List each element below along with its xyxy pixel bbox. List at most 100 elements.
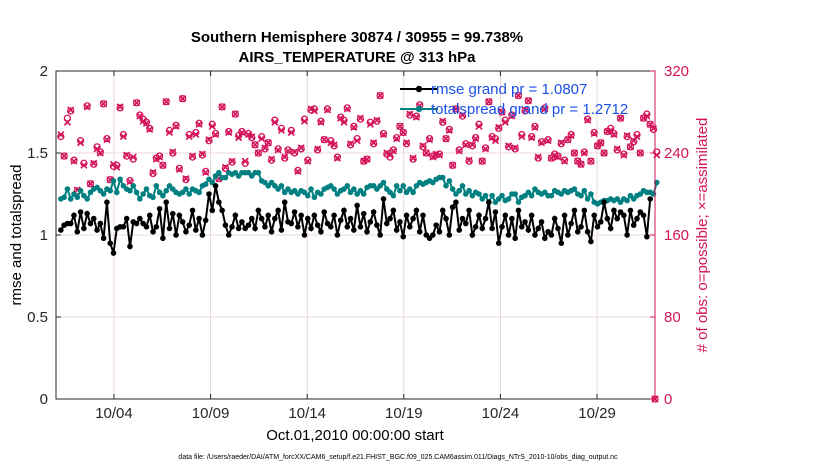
obs-assimilated-marker: [396, 122, 404, 130]
rmse-marker: [272, 215, 278, 222]
rmse-marker: [397, 219, 403, 225]
rmse-marker: [84, 210, 90, 217]
rmse-marker: [308, 225, 314, 232]
totalspread-marker: [380, 179, 387, 186]
totalspread-marker: [127, 187, 133, 194]
obs-possible-marker: [126, 177, 134, 185]
rmse-marker: [304, 215, 311, 222]
rmse-marker: [318, 228, 324, 235]
obs-possible-marker: [472, 133, 480, 142]
legend-marker: [415, 105, 423, 113]
obs-assimilated-marker: [636, 149, 644, 157]
rmse-marker: [407, 224, 413, 230]
rmse-marker: [390, 207, 397, 214]
obs-assimilated-marker: [291, 148, 299, 156]
obs-assimilated-marker: [119, 133, 127, 141]
obs-possible-marker: [613, 146, 621, 154]
obs-possible-marker: [376, 91, 384, 100]
totalspread-marker: [74, 194, 81, 201]
obs-possible-marker: [455, 146, 463, 154]
obs-assimilated-marker: [376, 92, 384, 100]
totalspread-marker: [393, 183, 400, 189]
rmse-marker: [133, 220, 140, 227]
rmse-marker: [150, 228, 156, 235]
obs-possible-marker: [541, 104, 549, 112]
totalspread-marker: [137, 196, 143, 202]
rmse-marker: [104, 199, 110, 205]
obs-assimilated-marker: [412, 113, 420, 121]
obs-possible-marker: [178, 95, 187, 103]
rmse-marker: [647, 196, 653, 202]
obs-possible-marker: [531, 122, 539, 130]
rmse-marker: [420, 212, 426, 219]
obs-assimilated-marker: [132, 99, 141, 107]
rmse-marker: [449, 204, 456, 210]
totalspread-marker: [222, 174, 229, 181]
obs-possible-marker: [583, 115, 592, 123]
obs-possible-marker: [238, 127, 246, 136]
obs-assimilated-marker: [445, 126, 453, 135]
obs-assimilated-marker: [70, 157, 78, 165]
rmse-marker: [219, 207, 225, 214]
totalspread-marker: [390, 192, 397, 199]
rmse-marker: [87, 220, 94, 227]
obs-possible-marker: [86, 180, 95, 188]
rmse-marker: [466, 207, 472, 214]
obs-possible-marker: [524, 97, 533, 105]
obs-assimilated-marker: [472, 135, 480, 143]
rmse-marker: [495, 240, 502, 246]
obs-possible-marker: [587, 157, 595, 165]
totalspread-marker: [107, 187, 114, 194]
obs-assimilated-marker: [83, 103, 91, 111]
obs-possible-marker: [175, 164, 184, 173]
totalspread-marker: [459, 183, 466, 189]
chart-title-line2: AIRS_TEMPERATURE @ 313 hPa: [239, 49, 477, 66]
obs-assimilated-marker: [620, 151, 628, 159]
rmse-marker: [166, 225, 173, 232]
rmse-marker: [100, 235, 107, 242]
rmse-marker: [173, 232, 179, 238]
totalspread-marker: [482, 192, 489, 199]
obs-assimilated-marker: [149, 168, 157, 177]
obs-assimilated-marker: [264, 139, 272, 147]
obs-possible-marker: [498, 108, 506, 116]
totalspread-marker: [64, 186, 71, 192]
obs-assimilated-marker: [485, 98, 493, 106]
totalspread-marker: [344, 183, 351, 189]
obs-assimilated-marker: [528, 134, 536, 142]
rmse-marker: [518, 224, 525, 230]
rmse-marker: [58, 227, 64, 233]
obs-assimilated-marker: [567, 132, 575, 140]
obs-assimilated-marker: [616, 114, 625, 122]
obs-assimilated-marker: [221, 163, 230, 171]
obs-assimilated-marker: [379, 130, 388, 139]
obs-possible-marker: [409, 155, 417, 163]
obs-possible-marker: [188, 153, 197, 161]
obs-possible-marker: [396, 122, 404, 130]
x-tick-label: 10/29: [578, 405, 616, 422]
totalspread-marker: [476, 191, 482, 197]
obs-possible-marker: [70, 156, 78, 164]
totalspread-marker: [186, 191, 193, 197]
obs-assimilated-marker: [366, 120, 374, 128]
rmse-marker: [522, 219, 528, 225]
rmse-marker: [156, 205, 163, 212]
rmse-marker: [630, 222, 637, 228]
rmse-marker: [202, 217, 209, 224]
obs-assimilated-marker: [77, 139, 85, 147]
rmse-marker: [127, 243, 133, 250]
rmse-marker: [627, 207, 634, 214]
rmse-marker: [558, 240, 565, 246]
rmse-marker: [222, 222, 229, 228]
obs-assimilated-marker: [442, 135, 450, 143]
totalspread-marker: [196, 189, 202, 196]
rmse-marker: [512, 235, 518, 242]
obs-possible-marker: [429, 152, 437, 160]
x-axis-label: Oct.01,2010 00:00:00 start: [266, 427, 444, 444]
rmse-marker: [548, 232, 555, 238]
rmse-marker: [403, 212, 410, 219]
obs-assimilated-marker: [389, 147, 397, 155]
rmse-marker: [472, 224, 479, 230]
obs-assimilated-marker: [205, 136, 213, 144]
obs-possible-marker: [610, 129, 618, 138]
